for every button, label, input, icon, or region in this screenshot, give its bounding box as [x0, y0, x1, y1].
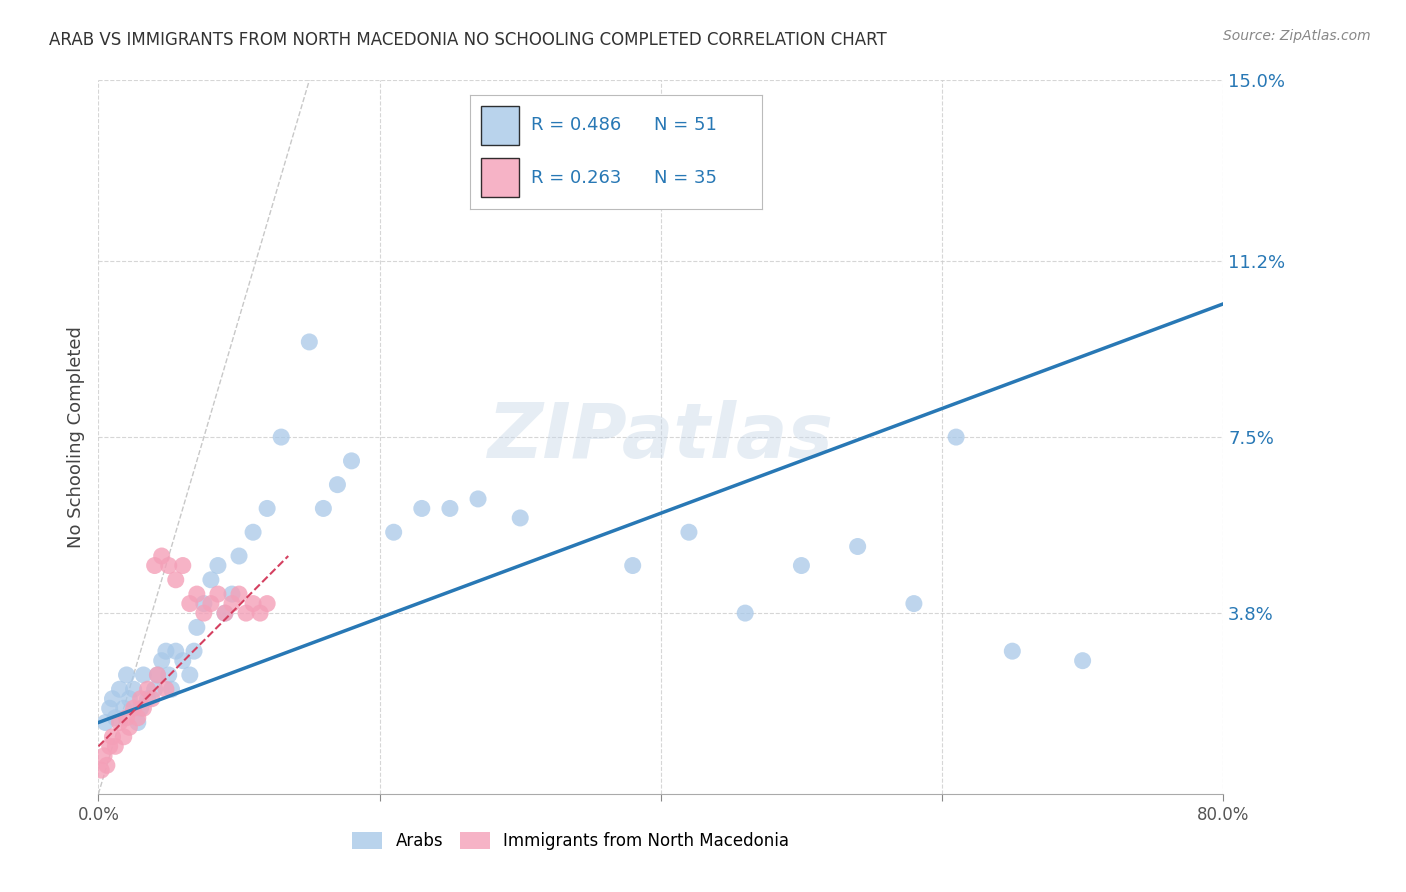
- Point: [207, 558, 229, 573]
- Point: [509, 511, 531, 525]
- Point: [143, 682, 166, 697]
- Point: [734, 606, 756, 620]
- Point: [439, 501, 461, 516]
- Point: [200, 597, 222, 611]
- Point: [186, 620, 208, 634]
- Legend: Arabs, Immigrants from North Macedonia: Arabs, Immigrants from North Macedonia: [346, 825, 796, 857]
- Point: [146, 668, 169, 682]
- Point: [165, 573, 187, 587]
- Point: [228, 549, 250, 563]
- Point: [143, 558, 166, 573]
- Point: [115, 668, 138, 682]
- Point: [214, 606, 236, 620]
- Point: [108, 715, 131, 730]
- Point: [179, 668, 201, 682]
- Y-axis label: No Schooling Completed: No Schooling Completed: [66, 326, 84, 548]
- Point: [846, 540, 869, 554]
- Point: [945, 430, 967, 444]
- Point: [270, 430, 292, 444]
- Point: [93, 748, 115, 763]
- Point: [104, 739, 127, 754]
- Point: [183, 644, 205, 658]
- Point: [112, 730, 135, 744]
- Point: [104, 711, 127, 725]
- Point: [790, 558, 813, 573]
- Point: [903, 597, 925, 611]
- Point: [207, 587, 229, 601]
- Point: [172, 654, 194, 668]
- Point: [200, 573, 222, 587]
- Point: [101, 730, 124, 744]
- Point: [214, 606, 236, 620]
- Point: [146, 668, 169, 682]
- Point: [115, 711, 138, 725]
- Point: [122, 682, 145, 697]
- Point: [256, 501, 278, 516]
- Point: [141, 691, 163, 706]
- Point: [467, 491, 489, 506]
- Point: [155, 682, 177, 697]
- Point: [1071, 654, 1094, 668]
- Point: [193, 597, 215, 611]
- Point: [129, 701, 152, 715]
- Point: [122, 701, 145, 715]
- Point: [90, 763, 112, 777]
- Point: [157, 558, 180, 573]
- Point: [249, 606, 271, 620]
- Point: [136, 691, 159, 706]
- Point: [127, 711, 149, 725]
- Point: [326, 477, 349, 491]
- Text: Source: ZipAtlas.com: Source: ZipAtlas.com: [1223, 29, 1371, 43]
- Point: [94, 715, 117, 730]
- Point: [165, 644, 187, 658]
- Point: [678, 525, 700, 540]
- Point: [157, 668, 180, 682]
- Point: [132, 668, 155, 682]
- Point: [193, 606, 215, 620]
- Point: [101, 691, 124, 706]
- Point: [1001, 644, 1024, 658]
- Point: [221, 587, 243, 601]
- Point: [228, 587, 250, 601]
- Point: [118, 691, 141, 706]
- Point: [256, 597, 278, 611]
- Text: ZIPatlas: ZIPatlas: [488, 401, 834, 474]
- Point: [150, 654, 173, 668]
- Point: [242, 597, 264, 611]
- Point: [112, 701, 135, 715]
- Point: [340, 454, 363, 468]
- Point: [136, 682, 159, 697]
- Point: [179, 597, 201, 611]
- Point: [160, 682, 183, 697]
- Point: [108, 682, 131, 697]
- Point: [221, 597, 243, 611]
- Point: [118, 720, 141, 734]
- Point: [127, 715, 149, 730]
- Point: [186, 587, 208, 601]
- Point: [98, 739, 121, 754]
- Point: [96, 758, 118, 772]
- Point: [235, 606, 257, 620]
- Point: [242, 525, 264, 540]
- Point: [98, 701, 121, 715]
- Point: [298, 334, 321, 349]
- Point: [411, 501, 433, 516]
- Point: [382, 525, 405, 540]
- Point: [621, 558, 644, 573]
- Point: [172, 558, 194, 573]
- Point: [129, 691, 152, 706]
- Point: [132, 701, 155, 715]
- Point: [155, 644, 177, 658]
- Text: ARAB VS IMMIGRANTS FROM NORTH MACEDONIA NO SCHOOLING COMPLETED CORRELATION CHART: ARAB VS IMMIGRANTS FROM NORTH MACEDONIA …: [49, 31, 887, 49]
- Point: [312, 501, 335, 516]
- Point: [150, 549, 173, 563]
